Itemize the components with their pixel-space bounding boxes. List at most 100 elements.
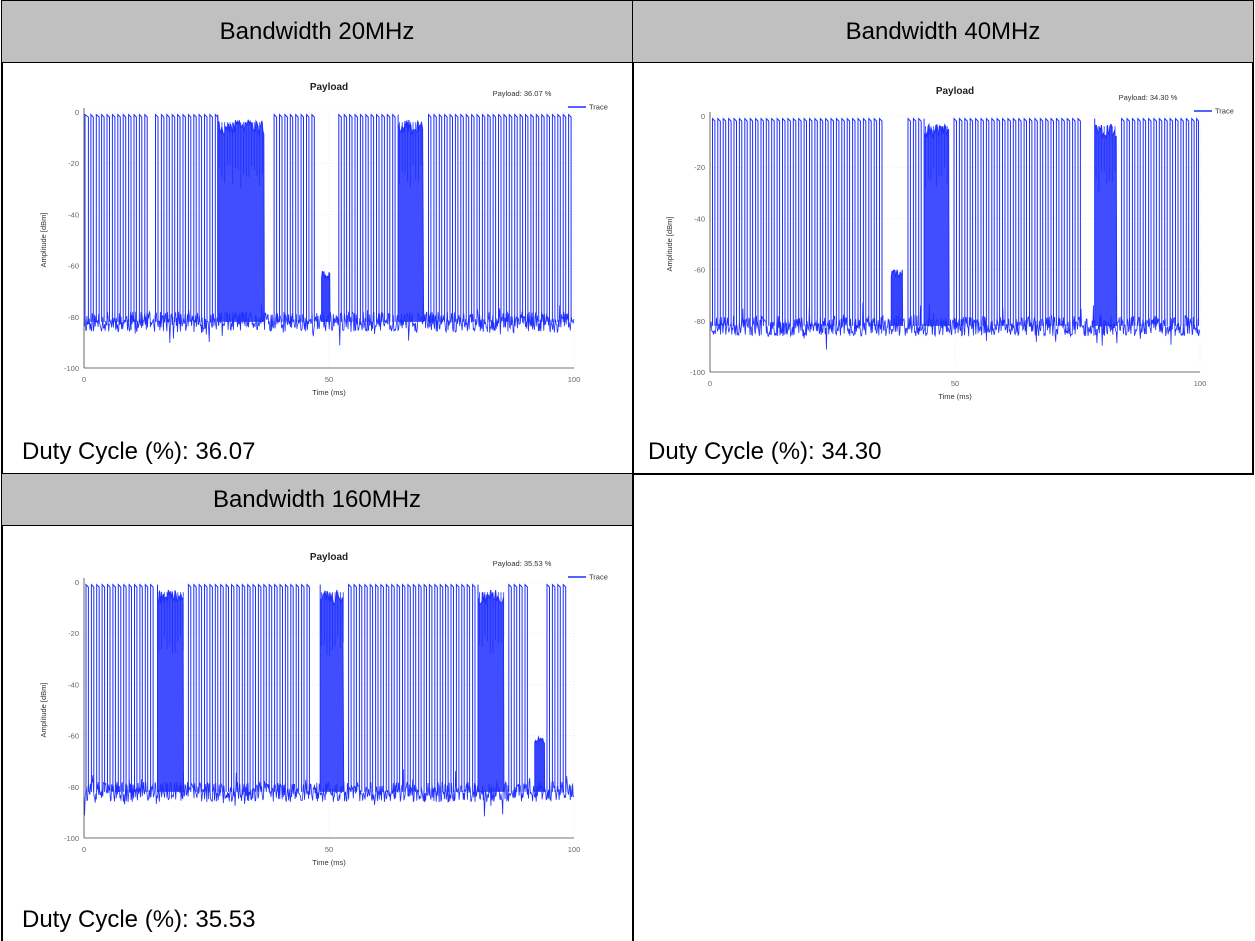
trace-burst — [755, 117, 759, 326]
trace-burst — [85, 583, 89, 792]
x-tick-label: 0 — [82, 845, 86, 854]
trace-burst — [138, 113, 143, 322]
trace-burst — [1094, 118, 1118, 326]
y-tick-label: 0 — [75, 108, 79, 117]
trace-series — [83, 113, 575, 346]
trace-burst — [171, 113, 176, 322]
trace-burst — [204, 113, 208, 322]
y-tick-label: -60 — [68, 262, 79, 271]
y-tick-label: -40 — [694, 214, 705, 223]
trace-burst — [123, 583, 127, 792]
trace-burst — [868, 117, 872, 326]
trace-burst — [798, 117, 802, 326]
y-tick-label: 0 — [701, 112, 705, 121]
legend-label: Trace — [1215, 107, 1234, 116]
trace-burst — [830, 117, 834, 326]
trace-burst — [476, 113, 480, 322]
trace-series — [83, 583, 575, 817]
trace-burst — [1023, 117, 1027, 326]
y-tick-label: -40 — [68, 680, 79, 689]
panel-header-20mhz: Bandwidth 20MHz — [1, 0, 633, 63]
trace-burst — [733, 117, 737, 326]
trace-burst — [1029, 117, 1033, 326]
trace-burst — [1180, 117, 1184, 326]
trace-burst — [391, 583, 395, 792]
trace-burst — [133, 113, 137, 322]
trace-burst — [765, 117, 770, 326]
trace-burst — [241, 583, 246, 792]
trace-burst — [760, 117, 764, 326]
trace-burst — [358, 583, 363, 792]
trace-burst — [1007, 117, 1011, 326]
trace-burst — [964, 117, 968, 326]
trace-burst — [84, 113, 89, 322]
trace-burst — [106, 113, 110, 322]
trace-burst — [803, 117, 807, 326]
trace-plateau — [321, 270, 331, 322]
x-tick-label: 50 — [325, 845, 333, 854]
trace-burst — [857, 117, 861, 326]
trace-noise-floor — [709, 302, 1201, 350]
trace-burst — [90, 113, 94, 322]
trace-burst — [819, 117, 824, 326]
trace-plateau — [534, 735, 546, 792]
trace-burst — [353, 583, 357, 792]
trace-burst — [541, 113, 545, 322]
payload-chart-160mhz: Payload Payload: 35.53 % Trace 0 -20 -40 -60 -8… — [39, 552, 608, 867]
trace-burst — [825, 117, 829, 326]
duty-cycle-40mhz: Duty Cycle (%): 34.30 — [648, 438, 882, 465]
trace-burst — [225, 583, 229, 792]
trace-burst — [782, 117, 786, 326]
trace-burst — [444, 113, 448, 322]
trace-burst — [144, 583, 149, 792]
y-tick-label: -100 — [64, 834, 79, 843]
trace-burst — [879, 117, 883, 326]
trace-burst — [991, 117, 995, 326]
trace-burst — [498, 113, 502, 322]
trace-burst — [1018, 117, 1022, 326]
trace-burst — [1175, 117, 1179, 326]
trace-burst — [187, 113, 192, 322]
x-tick-label: 0 — [82, 375, 86, 384]
y-tick-label: -60 — [68, 732, 79, 741]
trace-burst — [166, 113, 170, 322]
trace-burst — [428, 113, 432, 322]
trace-burst — [274, 583, 278, 792]
trace-burst — [101, 583, 106, 792]
trace-noise-floor — [83, 303, 575, 346]
trace-burst — [1034, 117, 1038, 326]
trace-burst — [835, 117, 840, 326]
trace-burst — [144, 113, 148, 322]
trace-burst — [396, 583, 401, 792]
trace-burst — [1153, 117, 1157, 326]
trace-burst — [284, 113, 288, 322]
trace-burst — [193, 113, 197, 322]
trace-burst — [231, 583, 235, 792]
legend-label: Trace — [589, 573, 608, 582]
trace-burst — [1012, 117, 1017, 326]
trace-burst — [95, 113, 100, 322]
trace-burst — [1164, 117, 1168, 326]
trace-burst — [348, 583, 352, 792]
trace-burst — [771, 117, 775, 326]
trace-burst — [508, 583, 512, 792]
payload-annotation: Payload: 35.53 % — [493, 559, 552, 568]
trace-burst — [438, 113, 443, 322]
trace-burst — [252, 583, 256, 792]
trace-burst — [128, 583, 132, 792]
trace-burst — [247, 583, 251, 792]
trace-burst — [525, 113, 529, 322]
y-axis-label: Amplitude [dBm] — [39, 212, 48, 267]
trace-burst — [975, 117, 979, 326]
trace-burst — [923, 118, 950, 326]
y-tick-label: -100 — [690, 368, 705, 377]
trace-burst — [1072, 117, 1076, 326]
trace-burst — [461, 583, 465, 792]
trace-burst — [460, 113, 464, 322]
y-axis-label: Amplitude [dBm] — [39, 682, 48, 737]
trace-burst — [300, 113, 304, 322]
trace-burst — [1066, 117, 1071, 326]
trace-burst — [193, 583, 197, 792]
trace-burst — [359, 113, 364, 322]
trace-burst — [364, 583, 368, 792]
